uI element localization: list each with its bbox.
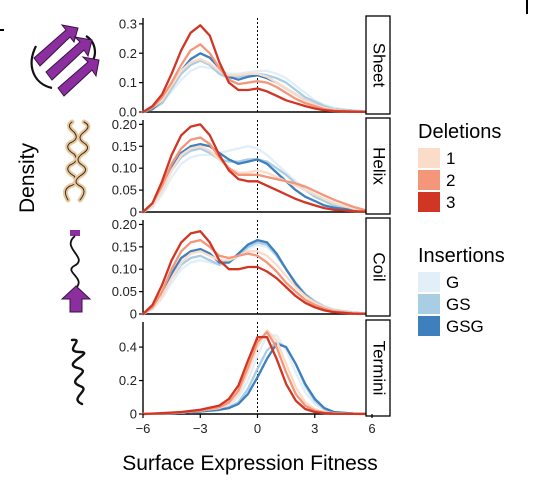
y-tick-label: 0.20 <box>112 117 137 132</box>
beta-sheet-icon <box>30 24 100 97</box>
legend-swatch <box>418 170 440 190</box>
density-curve-del2 <box>141 136 374 214</box>
legend-label: G <box>446 273 459 292</box>
strip-box <box>365 217 391 317</box>
y-tick-label: 0.10 <box>112 161 137 176</box>
x-tick-label: −6 <box>136 421 151 436</box>
density-curve-del2 <box>141 238 374 316</box>
x-axis-title: Surface Expression Fitness <box>122 452 378 475</box>
density-curve-del3 <box>141 123 374 214</box>
density-curve-del1 <box>141 57 374 114</box>
legend-label: 2 <box>446 171 455 190</box>
panel-sheet: 0.0 0.1 0.2 0.3 Sheet <box>119 15 391 120</box>
y-tick-label: 0 <box>130 407 137 422</box>
alpha-helix-icon <box>62 119 91 203</box>
density-curve-del3 <box>141 230 374 316</box>
legend-swatch <box>418 148 440 168</box>
y-tick-label: 0.05 <box>112 183 137 198</box>
density-curve-del1 <box>141 145 374 214</box>
density-curve-del3 <box>141 24 374 114</box>
legend-group: Deletions 1 2 3 Insertions G GS GSG <box>418 121 505 336</box>
legend-label: 3 <box>446 193 455 212</box>
y-tick-label: 0.2 <box>119 46 137 61</box>
y-axis-title: Density <box>16 142 39 213</box>
strip-box <box>365 117 391 215</box>
strip-label: Coil <box>370 252 389 281</box>
density-curve-gs <box>141 59 374 114</box>
y-tick-label: 0.2 <box>119 373 137 388</box>
x-tick-label: −3 <box>193 421 208 436</box>
legend-label: 1 <box>446 149 455 168</box>
legend-deletions: Deletions 1 2 3 <box>418 121 501 212</box>
y-tick-label: 0.05 <box>112 284 137 299</box>
strip-box <box>365 319 391 417</box>
legend-swatch <box>418 192 440 212</box>
legend-swatch <box>418 294 440 314</box>
legend-label: GSG <box>446 317 484 336</box>
y-tick-label: 0.15 <box>112 139 137 154</box>
y-tick-label: 0.10 <box>112 262 137 277</box>
panel-group: 0.00.10.20.3Sheet00.050.100.150.20Helix0… <box>112 15 391 422</box>
density-curve-del3 <box>141 335 374 416</box>
panel-termini: 0 0.2 0.4 Termini <box>119 319 391 422</box>
y-tick-label: 0.3 <box>119 16 137 31</box>
y-tick-label: 0 <box>130 205 137 220</box>
y-tick-label: 0.1 <box>119 75 137 90</box>
termini-squiggle-icon <box>70 338 86 406</box>
legend-label: GS <box>446 295 471 314</box>
panel-coil: 0 0.05 0.10 0.15 0.20 Coil <box>112 217 391 322</box>
y-tick-label: 0.15 <box>112 239 137 254</box>
legend-title: Deletions <box>418 121 501 143</box>
random-coil-icon <box>60 230 92 313</box>
legend-swatch <box>418 272 440 292</box>
strip-label: Helix <box>370 147 389 185</box>
panel-helix: 0 0.05 0.10 0.15 0.20 Helix <box>112 117 391 220</box>
y-tick-label: 0.0 <box>119 105 137 120</box>
x-axis: −6 −3 0 3 6 <box>136 414 376 436</box>
x-tick-label: 0 <box>254 421 261 436</box>
y-tick-label: 0 <box>130 307 137 322</box>
legend-title: Insertions <box>418 245 505 267</box>
strip-label: Sheet <box>370 43 389 88</box>
strip-box <box>365 15 391 115</box>
density-curve-del2 <box>141 43 374 114</box>
y-tick-label: 0.20 <box>112 217 137 232</box>
strip-label: Termini <box>370 341 389 396</box>
x-tick-label: 3 <box>311 421 318 436</box>
density-curve-del2 <box>141 330 374 416</box>
legend-swatch <box>418 316 440 336</box>
density-curve-g <box>141 65 374 114</box>
y-tick-label: 0.4 <box>119 340 137 355</box>
legend-insertions: Insertions G GS GSG <box>418 245 505 336</box>
x-tick-label: 6 <box>368 421 375 436</box>
density-curve-del1 <box>141 250 374 316</box>
